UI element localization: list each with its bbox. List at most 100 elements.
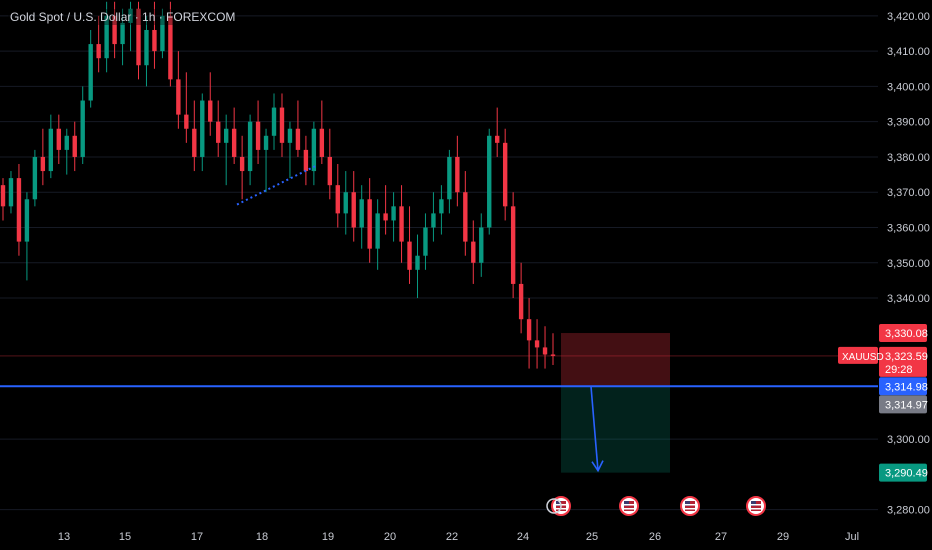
candle-body bbox=[239, 156, 245, 172]
x-tick-label: 17 bbox=[191, 531, 203, 543]
y-tick-label: 3,370.00 bbox=[887, 187, 930, 199]
candle-body bbox=[88, 44, 93, 101]
candle-body bbox=[415, 255, 420, 270]
flag-white-stripe bbox=[685, 504, 695, 506]
target-price-tag: 3,290.49 bbox=[879, 463, 928, 482]
secondary-price-tag: 3,314.97 bbox=[879, 395, 928, 414]
flag-canton bbox=[685, 501, 690, 506]
candle-body bbox=[24, 199, 30, 242]
x-tick-label: 26 bbox=[649, 531, 661, 543]
candle-body bbox=[128, 8, 133, 23]
candle-body bbox=[192, 128, 197, 157]
last-price-tag-bg bbox=[879, 346, 927, 377]
flag-white-stripe bbox=[624, 508, 634, 510]
time-axis[interactable]: 13 15 17 18 19 20 22 24 25 26 27 29 Jul bbox=[58, 531, 859, 543]
candle-body bbox=[40, 156, 46, 172]
secondary-price-tag-text: 3,314.97 bbox=[885, 399, 928, 411]
candle-body bbox=[231, 128, 237, 157]
x-tick-label: 22 bbox=[446, 531, 458, 543]
candle-body bbox=[247, 121, 253, 172]
candle-body bbox=[64, 135, 69, 150]
y-tick-label: 3,410.00 bbox=[887, 46, 930, 58]
candle-body bbox=[510, 206, 516, 284]
candle-body bbox=[359, 199, 364, 228]
us-flag-icon[interactable] bbox=[619, 496, 639, 516]
flag-canton bbox=[624, 501, 629, 506]
candle-body bbox=[216, 121, 221, 143]
target-price-tag-text: 3,290.49 bbox=[885, 468, 928, 480]
candle-body bbox=[80, 100, 85, 157]
candle-body bbox=[319, 128, 325, 157]
candle-body bbox=[136, 8, 141, 66]
target-price-tag-bg bbox=[879, 463, 927, 482]
candle-body bbox=[223, 128, 229, 143]
candle-body bbox=[542, 347, 548, 355]
clock-icon[interactable] bbox=[546, 498, 562, 514]
y-tick-label: 3,380.00 bbox=[887, 152, 930, 164]
candle-body bbox=[423, 227, 428, 256]
stop-loss-zone bbox=[561, 333, 670, 387]
candle-body bbox=[471, 241, 476, 263]
candle-body bbox=[550, 354, 556, 356]
us-flag-icon[interactable] bbox=[680, 496, 700, 516]
candle-body bbox=[534, 340, 540, 348]
y-tick-label: 3,360.00 bbox=[887, 222, 930, 234]
candle-body bbox=[112, 15, 117, 45]
position-zones bbox=[561, 333, 670, 473]
horizontal-line-tag-text: 3,314.98 bbox=[885, 381, 928, 393]
candle-body bbox=[32, 156, 38, 200]
x-tick-label: 15 bbox=[119, 531, 131, 543]
symbol-badge-bg bbox=[838, 346, 878, 364]
candle-body bbox=[16, 178, 22, 242]
candle-body bbox=[343, 192, 348, 214]
horizontal-line-tag: 3,314.98 bbox=[879, 377, 928, 396]
candle-body bbox=[56, 128, 61, 150]
symbol-badge-text: XAUUSD bbox=[842, 352, 884, 363]
stop-price-tag-text: 3,330.08 bbox=[885, 328, 928, 340]
candle-body bbox=[271, 107, 277, 136]
candle-body bbox=[72, 135, 77, 157]
candle-body bbox=[255, 121, 261, 150]
x-tick-label: 13 bbox=[58, 531, 70, 543]
price-axis[interactable]: 3,420.00 3,410.00 3,400.00 3,390.00 3,380.00… bbox=[887, 11, 930, 517]
y-tick-label: 3,280.00 bbox=[887, 505, 930, 517]
last-price-tag-text: 3,323.59 bbox=[885, 351, 928, 363]
candle-body bbox=[184, 114, 189, 129]
candle-body bbox=[463, 192, 468, 242]
projection-arrow-head bbox=[591, 460, 604, 473]
candle-body bbox=[439, 199, 444, 214]
candle-body bbox=[279, 107, 285, 143]
candle-body bbox=[208, 100, 213, 122]
candle-body bbox=[144, 29, 149, 66]
candle-body bbox=[160, 15, 165, 52]
candle-body bbox=[487, 135, 492, 228]
candle-body bbox=[200, 100, 205, 157]
candle-body bbox=[391, 206, 396, 221]
y-tick-label: 3,400.00 bbox=[887, 81, 930, 93]
secondary-price-tag-bg bbox=[879, 395, 927, 414]
candles bbox=[0, 1, 556, 369]
candle-body bbox=[287, 128, 293, 143]
candle-body bbox=[176, 79, 181, 115]
flag-white-stripe bbox=[751, 504, 761, 506]
event-markers[interactable] bbox=[546, 496, 766, 516]
y-tick-label: 3,390.00 bbox=[887, 117, 930, 129]
candle-body bbox=[431, 213, 436, 228]
candle-body bbox=[502, 142, 508, 207]
candle-body bbox=[455, 156, 460, 193]
last-price-tag-text: 29:28 bbox=[885, 364, 913, 376]
us-flag-icon[interactable] bbox=[746, 496, 766, 516]
x-tick-label: 19 bbox=[322, 531, 334, 543]
y-tick-label: 3,350.00 bbox=[887, 258, 930, 270]
overlays bbox=[0, 164, 878, 473]
stop-price-tag-bg bbox=[879, 324, 927, 343]
flag-canton bbox=[556, 501, 561, 506]
x-tick-label: Jul bbox=[845, 531, 859, 543]
candle-body bbox=[96, 44, 101, 59]
candle-body bbox=[311, 128, 317, 172]
candle-body bbox=[263, 135, 269, 150]
